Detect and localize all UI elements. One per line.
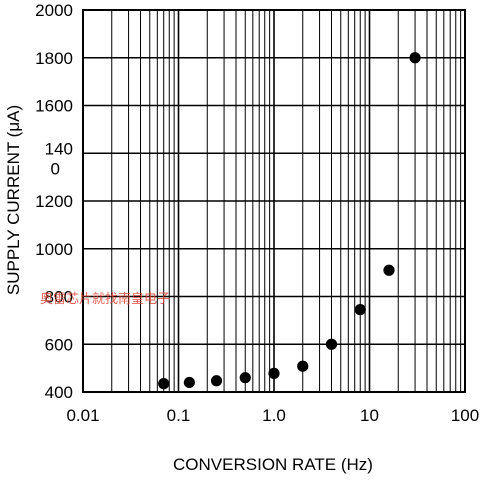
y-tick-label: 400 xyxy=(45,383,73,402)
y-tick-label: 1800 xyxy=(35,49,73,68)
data-point xyxy=(210,375,223,387)
y-axis-label: SUPPLY CURRENT (μA) xyxy=(4,105,23,295)
x-tick-label: 1.0 xyxy=(262,406,286,425)
data-point xyxy=(325,338,338,350)
x-axis-label: CONVERSION RATE (Hz) xyxy=(173,455,373,474)
data-points xyxy=(158,52,421,390)
data-point xyxy=(268,367,280,379)
x-tick-label: 0.01 xyxy=(66,406,99,425)
data-point xyxy=(183,376,195,389)
watermark-text: 奥雷芯片就找南皇电子 xyxy=(40,291,170,307)
y-tick-label: 140 0 xyxy=(45,139,73,178)
data-point xyxy=(158,378,170,390)
data-point xyxy=(409,52,421,64)
x-tick-label: 100 xyxy=(451,406,479,425)
x-tick-label: 0.1 xyxy=(167,406,191,425)
y-tick-label: 1000 xyxy=(35,240,73,259)
y-tick-labels: 400 600 800 1000 1200 140 0 1600 1800 2000 xyxy=(35,1,73,402)
grid-lines xyxy=(82,9,465,393)
data-point xyxy=(354,304,366,316)
data-point xyxy=(383,264,395,276)
plot-frame xyxy=(82,9,466,393)
y-tick-label: 1600 xyxy=(35,97,73,116)
y-tick-label: 600 xyxy=(45,335,73,354)
y-tick-label: 1200 xyxy=(35,192,73,211)
x-tick-labels: 0.01 0.1 1.0 10 100 xyxy=(66,406,479,425)
y-tick-label: 2000 xyxy=(35,1,73,20)
data-point xyxy=(297,360,309,372)
y-tick-label: 800 xyxy=(45,288,73,307)
data-point xyxy=(239,372,251,384)
x-tick-label: 10 xyxy=(360,406,379,425)
